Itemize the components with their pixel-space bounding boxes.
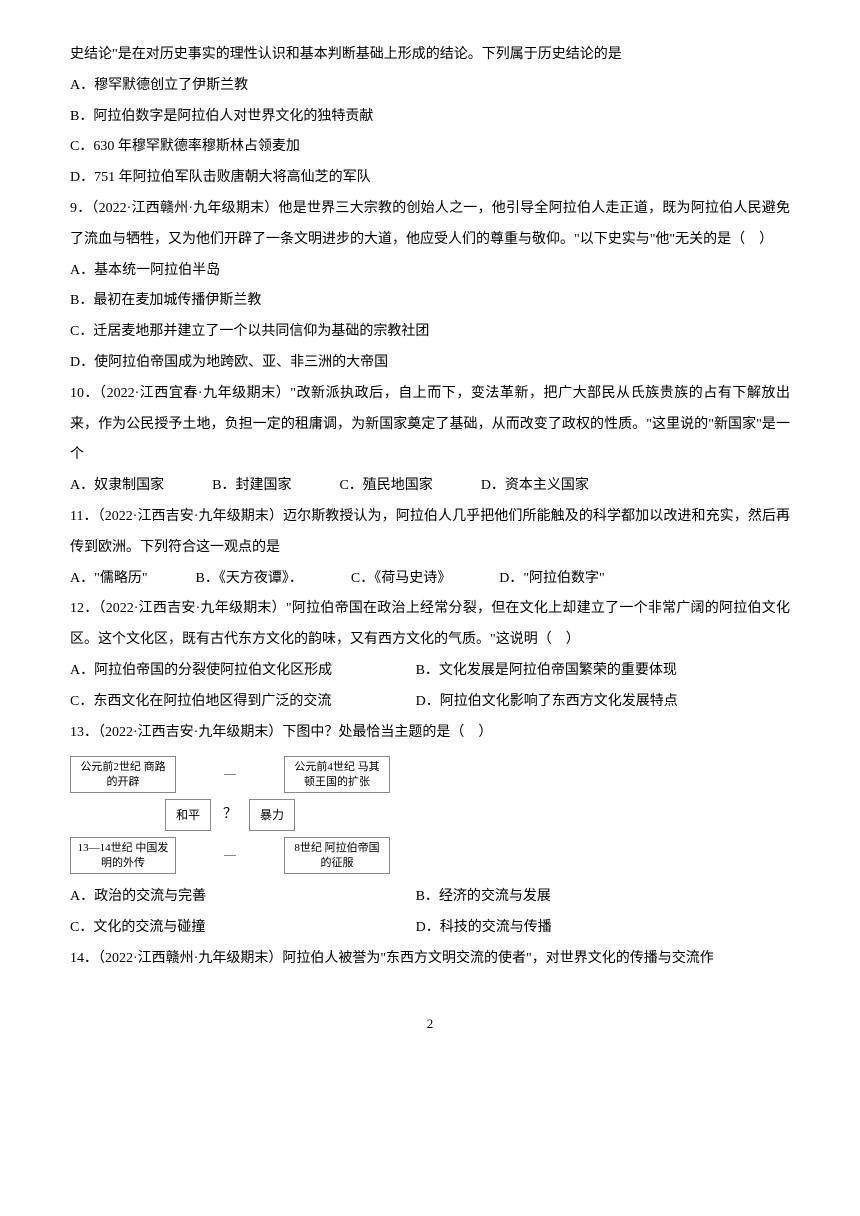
q10-options: A．奴隶制国家 B．封建国家 C．殖民地国家 D．资本主义国家 <box>70 471 790 502</box>
q12-stem: 12．（2022·江西吉安·九年级期末）"阿拉伯帝国在政治上经常分裂，但在文化上… <box>70 594 790 656</box>
diagram-connector-icon <box>224 774 236 775</box>
q10-option-d: D．资本主义国家 <box>481 471 589 502</box>
q8-option-a: A．穆罕默德创立了伊斯兰教 <box>70 71 790 102</box>
page-number: 2 <box>70 1010 790 1039</box>
q11-option-c: C．《荷马史诗》 <box>351 564 451 595</box>
q11-options: A．"儒略历" B．《天方夜谭》． C．《荷马史诗》 D．"阿拉伯数字" <box>70 564 790 595</box>
q10-stem: 10．（2022·江西宜春·九年级期末）"改新派执政后，自上而下，变法革新，把广… <box>70 379 790 471</box>
q11-option-a: A．"儒略历" <box>70 564 148 595</box>
q10-option-a: A．奴隶制国家 <box>70 471 164 502</box>
diagram-box-violence: 暴力 <box>249 799 295 831</box>
q13-option-a: A．政治的交流与完善 <box>70 882 416 913</box>
q14-stem: 14．（2022·江西赣州·九年级期末）阿拉伯人被誉为"东西方文明交流的使者"，… <box>70 944 790 975</box>
q8-option-b: B．阿拉伯数字是阿拉伯人对世界文化的独特贡献 <box>70 102 790 133</box>
diagram-box-top-right: 公元前4世纪 马其顿王国的扩张 <box>284 756 390 793</box>
q10-option-c: C．殖民地国家 <box>339 471 432 502</box>
q9-option-b: B．最初在麦加城传播伊斯兰教 <box>70 286 790 317</box>
q8-stem-continued: 史结论"是在对历史事实的理性认识和基本判断基础上形成的结论。下列属于历史结论的是 <box>70 40 790 71</box>
diagram-bottom-row: 13—14世纪 中国发明的外传 8世纪 阿拉伯帝国的征服 <box>70 837 390 874</box>
q13-option-c: C．文化的交流与碰撞 <box>70 913 416 944</box>
q13-stem: 13．（2022·江西吉安·九年级期末）下图中？处最恰当主题的是（ ） <box>70 718 790 749</box>
q13-option-b: B．经济的交流与发展 <box>416 882 762 913</box>
q10-option-b: B．封建国家 <box>212 471 291 502</box>
q9-option-d: D．使阿拉伯帝国成为地跨欧、亚、非三洲的大帝国 <box>70 348 790 379</box>
q12-option-c: C．东西文化在阿拉伯地区得到广泛的交流 <box>70 687 416 718</box>
diagram-mid-group: 和平 ？ 暴力 <box>165 799 295 831</box>
q11-option-b: B．《天方夜谭》． <box>196 564 303 595</box>
diagram-question-mark: ？ <box>217 800 243 831</box>
diagram-mid-row: 和平 ？ 暴力 <box>70 799 390 831</box>
q9-stem: 9．（2022·江西赣州·九年级期末）他是世界三大宗教的创始人之一，他引导全阿拉… <box>70 194 790 256</box>
q8-option-c: C．630 年穆罕默德率穆斯林占领麦加 <box>70 132 790 163</box>
diagram-box-bottom-left: 13—14世纪 中国发明的外传 <box>70 837 176 874</box>
q12-options-row2: C．东西文化在阿拉伯地区得到广泛的交流 D．阿拉伯文化影响了东西方文化发展特点 <box>70 687 790 718</box>
q8-option-d: D．751 年阿拉伯军队击败唐朝大将高仙芝的军队 <box>70 163 790 194</box>
q13-diagram: 公元前2世纪 商路的开辟 公元前4世纪 马其顿王国的扩张 和平 ？ 暴力 13—… <box>70 756 390 874</box>
diagram-box-peace: 和平 <box>165 799 211 831</box>
q11-stem: 11．（2022·江西吉安·九年级期末）迈尔斯教授认为，阿拉伯人几乎把他们所能触… <box>70 502 790 564</box>
diagram-connector-icon <box>224 855 236 856</box>
diagram-box-bottom-right: 8世纪 阿拉伯帝国的征服 <box>284 837 390 874</box>
q12-options-row1: A．阿拉伯帝国的分裂使阿拉伯文化区形成 B．文化发展是阿拉伯帝国繁荣的重要体现 <box>70 656 790 687</box>
q9-option-c: C．迁居麦地那并建立了一个以共同信仰为基础的宗教社团 <box>70 317 790 348</box>
diagram-box-top-left: 公元前2世纪 商路的开辟 <box>70 756 176 793</box>
q12-option-b: B．文化发展是阿拉伯帝国繁荣的重要体现 <box>416 656 762 687</box>
diagram-top-row: 公元前2世纪 商路的开辟 公元前4世纪 马其顿王国的扩张 <box>70 756 390 793</box>
q13-options-row2: C．文化的交流与碰撞 D．科技的交流与传播 <box>70 913 790 944</box>
exam-page: 史结论"是在对历史事实的理性认识和基本判断基础上形成的结论。下列属于历史结论的是… <box>0 0 860 1069</box>
q11-option-d: D．"阿拉伯数字" <box>499 564 605 595</box>
q9-option-a: A．基本统一阿拉伯半岛 <box>70 256 790 287</box>
q13-options-row1: A．政治的交流与完善 B．经济的交流与发展 <box>70 882 790 913</box>
q12-option-d: D．阿拉伯文化影响了东西方文化发展特点 <box>416 687 762 718</box>
q12-option-a: A．阿拉伯帝国的分裂使阿拉伯文化区形成 <box>70 656 416 687</box>
q13-option-d: D．科技的交流与传播 <box>416 913 762 944</box>
